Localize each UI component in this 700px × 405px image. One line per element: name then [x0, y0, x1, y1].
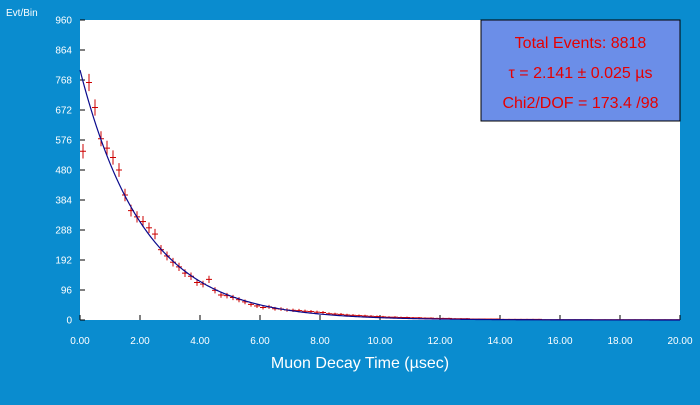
y-tick-label: 960 — [55, 16, 72, 27]
data-point — [86, 73, 92, 92]
data-point — [110, 150, 116, 165]
chi2-label: Chi2/DOF = 173.4 /98 — [502, 95, 658, 112]
x-tick-label: 8.00 — [310, 336, 330, 347]
data-point — [260, 305, 266, 310]
y-tick-label: 288 — [55, 226, 72, 237]
data-point — [92, 99, 98, 116]
data-point — [104, 140, 110, 156]
y-tick-label: 192 — [55, 256, 72, 267]
y-axis-ticks: 0 96 192 288 384 480 576 672 768 864 960 — [55, 16, 85, 327]
fit-results-box: Total Events: 8818 τ = 2.141 ± 0.025 µs … — [480, 19, 681, 122]
data-point — [116, 163, 122, 177]
data-point — [206, 275, 212, 283]
y-tick-label: 576 — [55, 136, 72, 147]
fit-curve — [79, 69, 680, 321]
data-point — [170, 257, 176, 267]
data-point — [218, 292, 224, 298]
data-point — [320, 310, 326, 315]
x-tick-label: 4.00 — [190, 336, 210, 347]
y-tick-label: 96 — [61, 286, 73, 297]
x-axis-label: Muon Decay Time (µsec) — [271, 355, 449, 372]
data-point — [152, 228, 158, 240]
data-point — [146, 222, 152, 234]
total-events-label: Total Events: 8818 — [515, 35, 647, 52]
x-tick-label: 2.00 — [130, 336, 150, 347]
y-tick-label: 864 — [55, 46, 72, 57]
y-tick-label: 672 — [55, 106, 72, 117]
x-tick-label: 16.00 — [547, 336, 572, 347]
x-tick-label: 20.00 — [667, 336, 692, 347]
fit-results-background — [480, 19, 681, 122]
x-tick-label: 18.00 — [607, 336, 632, 347]
x-tick-label: 0.00 — [70, 336, 90, 347]
x-tick-label: 10.00 — [367, 336, 392, 347]
tau-label: τ = 2.141 ± 0.025 µs — [509, 65, 653, 82]
x-tick-label: 14.00 — [487, 336, 512, 347]
y-tick-label: 480 — [55, 166, 72, 177]
y-tick-label: 384 — [55, 196, 72, 207]
y-tick-label: 0 — [66, 316, 72, 327]
y-axis-label: Evt/Bin — [6, 8, 38, 19]
y-tick-label: 768 — [55, 76, 72, 87]
x-tick-label: 6.00 — [250, 336, 270, 347]
data-point — [80, 143, 86, 159]
x-tick-label: 12.00 — [427, 336, 452, 347]
x-axis-ticks: 0.00 2.00 4.00 6.00 8.00 10.00 12.00 14.00 16.00… — [70, 315, 693, 347]
